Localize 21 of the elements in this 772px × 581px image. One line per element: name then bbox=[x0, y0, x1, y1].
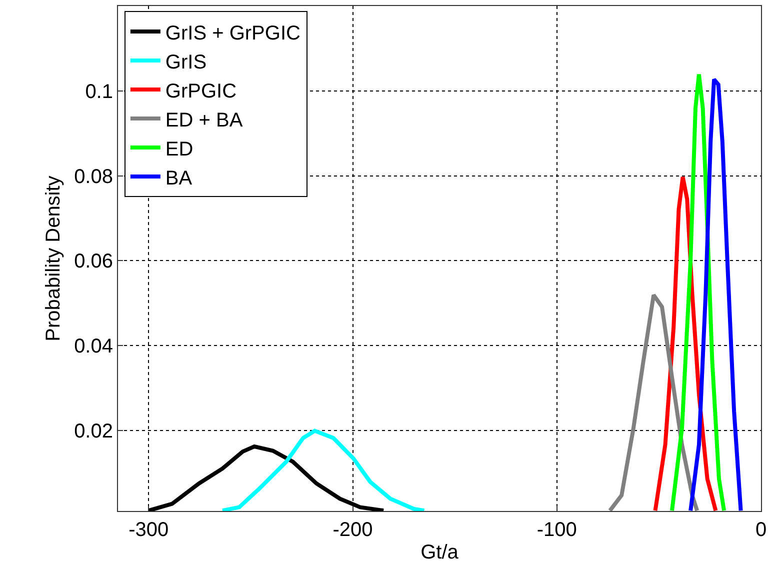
line-series bbox=[220, 428, 426, 511]
legend-label: GrIS + GrPGIC bbox=[165, 22, 300, 44]
legend-label: GrIS bbox=[165, 51, 207, 74]
y-axis-title: Probability Density bbox=[42, 176, 65, 342]
legend-label: ED + BA bbox=[165, 109, 244, 132]
x-tick-label: -300 bbox=[128, 519, 169, 541]
x-axis-title: Gt/a bbox=[420, 542, 460, 564]
legend-label: ED bbox=[165, 138, 194, 160]
y-tick-label: 0.08 bbox=[74, 166, 113, 188]
y-tick-label: 0.02 bbox=[74, 420, 113, 442]
y-tick-label: 0.04 bbox=[74, 336, 113, 358]
line-series bbox=[688, 77, 743, 511]
x-tick-label: 0 bbox=[755, 519, 767, 541]
line-series bbox=[608, 293, 700, 511]
x-tick-label: -200 bbox=[332, 519, 373, 541]
y-tick-label: 0.06 bbox=[74, 250, 113, 273]
legend-label: BA bbox=[165, 167, 193, 190]
line-series bbox=[670, 72, 726, 511]
x-tick-label: -100 bbox=[536, 519, 577, 541]
y-tick-label: 0.1 bbox=[85, 80, 113, 103]
legend-label: GrPGIC bbox=[165, 80, 237, 102]
